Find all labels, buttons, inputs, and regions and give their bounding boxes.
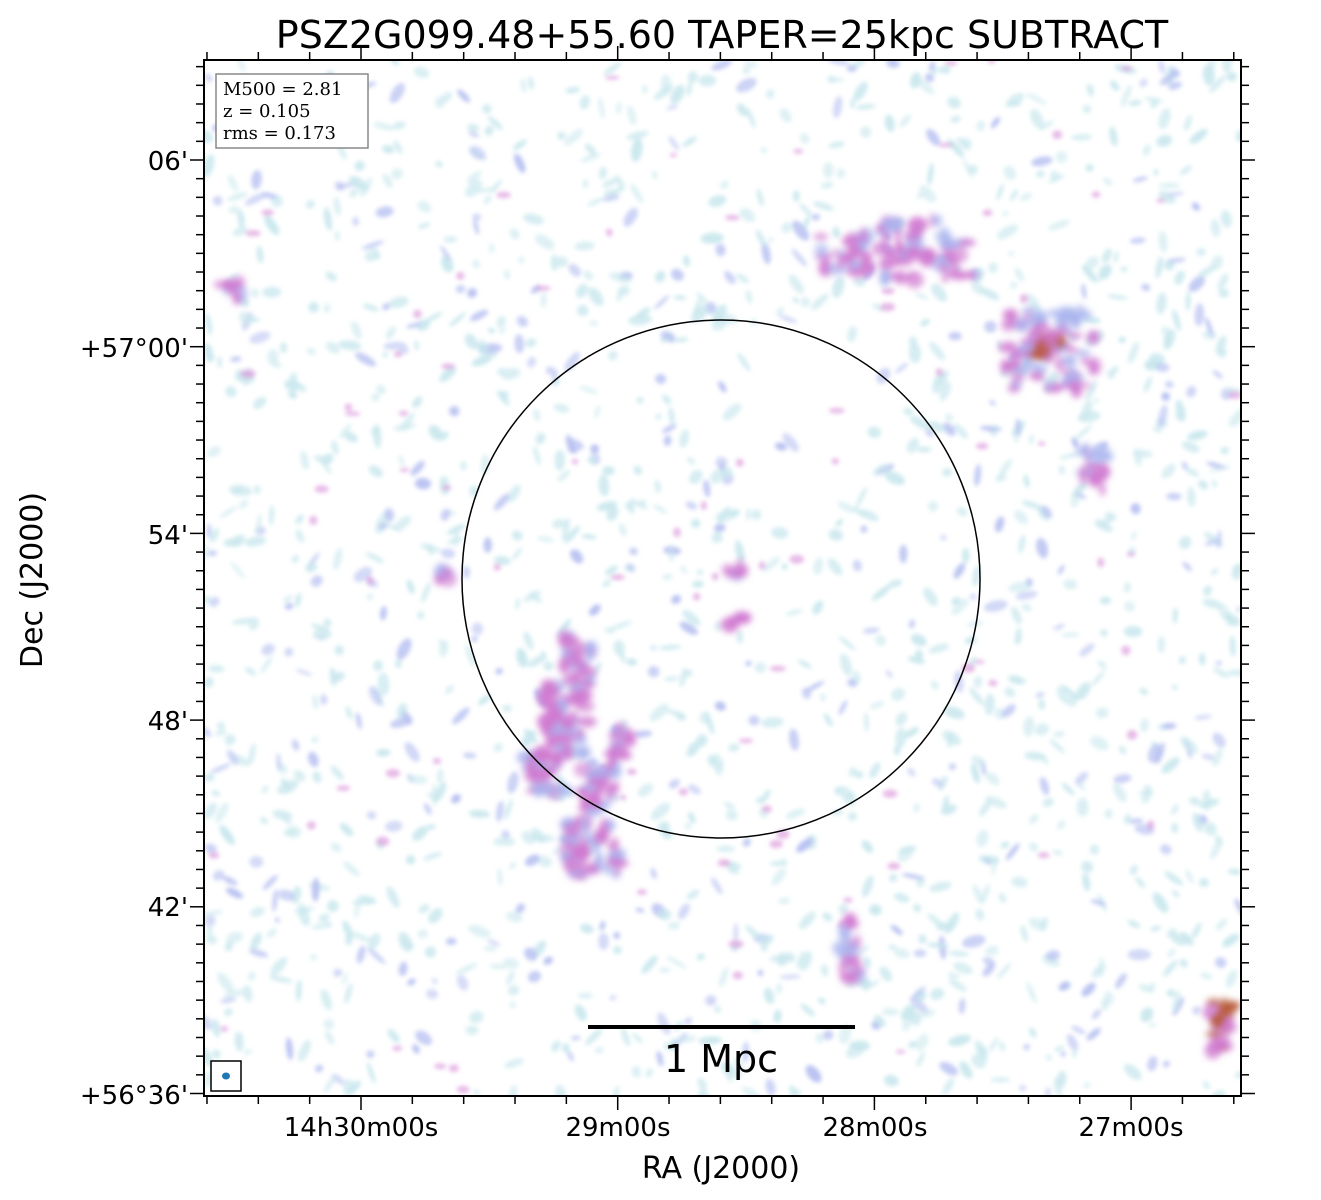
info-box: M500 = 2.81 z = 0.105 rms = 0.173: [215, 73, 369, 149]
figure-title: PSZ2G099.48+55.60 TAPER=25kpc SUBTRACT: [276, 13, 1169, 57]
y-tick-label: +56°36': [80, 1081, 188, 1111]
scale-bar-label: 1 Mpc: [664, 1037, 778, 1081]
info-rms: rms = 0.173: [223, 123, 336, 144]
x-tick-label: 14h30m00s: [284, 1113, 439, 1143]
beam-indicator: [210, 1060, 242, 1092]
y-tick-label: 06': [148, 147, 188, 177]
y-tick-label: +57°00': [80, 334, 188, 364]
r500-circle: [461, 319, 981, 839]
axis-ticks: [190, 46, 1255, 1110]
y-tick-label: 48': [148, 707, 188, 737]
x-tick-label: 28m00s: [822, 1113, 927, 1143]
info-redshift: z = 0.105: [223, 101, 311, 122]
x-axis-label: RA (J2000): [642, 1151, 800, 1186]
radio-emission-image: [204, 60, 1241, 1096]
info-m500: M500 = 2.81: [223, 79, 342, 100]
x-tick-label: 27m00s: [1078, 1113, 1183, 1143]
y-tick-label: 42': [148, 893, 188, 923]
plot-frame: [203, 59, 1242, 1097]
x-tick-label: 29m00s: [565, 1113, 670, 1143]
y-tick-label: 54': [148, 521, 188, 551]
y-axis-label: Dec (J2000): [15, 492, 50, 668]
beam-ellipse: [222, 1072, 230, 1080]
